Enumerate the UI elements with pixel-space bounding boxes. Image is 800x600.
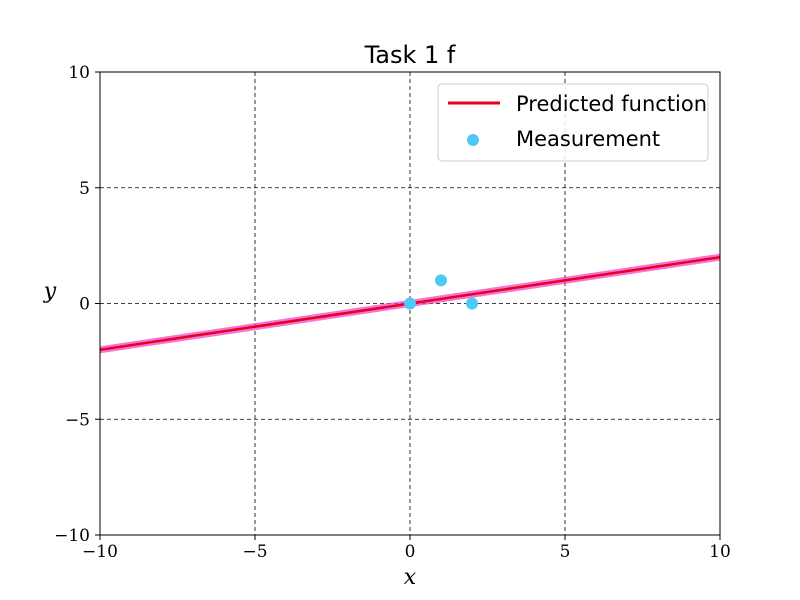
- y-tick-label: −10: [54, 526, 90, 546]
- x-tick-label: 10: [709, 542, 731, 562]
- y-axis-label: y: [43, 279, 57, 304]
- y-ticks: −10 −5 0 5 10: [54, 63, 100, 546]
- x-axis-label: x: [404, 565, 417, 590]
- x-tick-label: −10: [82, 542, 118, 562]
- legend: Predicted function Measurement: [437, 83, 709, 162]
- measurement-point: [435, 274, 447, 287]
- x-tick-label: 0: [405, 542, 416, 562]
- x-tick-label: −5: [242, 542, 267, 562]
- legend-label-predicted-function: Predicted function: [516, 92, 707, 116]
- y-tick-label: 0: [79, 295, 90, 315]
- chart-title: Task 1 f: [364, 41, 456, 69]
- y-tick-label: 10: [68, 63, 90, 83]
- legend-box: [437, 83, 709, 162]
- legend-dot-swatch: [467, 134, 479, 146]
- x-tick-label: 5: [560, 542, 571, 562]
- y-tick-label: 5: [79, 179, 90, 199]
- measurement-points: [404, 274, 478, 310]
- x-ticks: −10 −5 0 5 10: [82, 535, 731, 562]
- legend-label-measurement: Measurement: [516, 127, 660, 151]
- measurement-point: [404, 297, 416, 310]
- y-tick-label: −5: [65, 410, 90, 430]
- measurement-point: [466, 297, 478, 310]
